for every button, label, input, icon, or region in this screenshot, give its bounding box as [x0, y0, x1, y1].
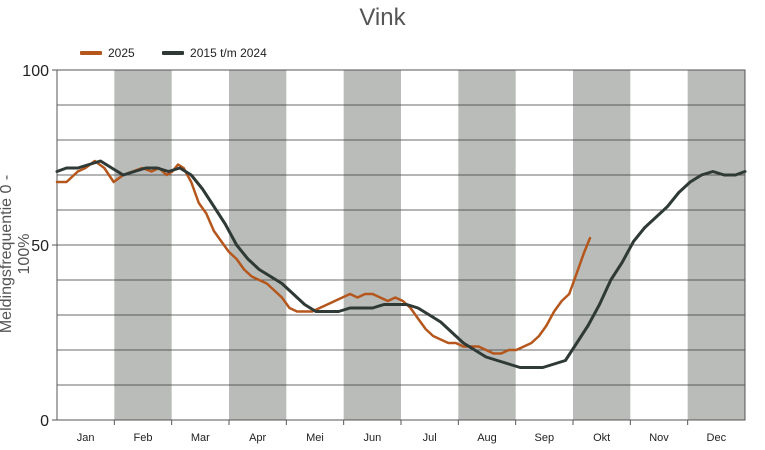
- chart-title: Vink: [359, 4, 406, 31]
- x-tick-label-okt: Okt: [593, 432, 610, 444]
- legend-swatch-2025: [80, 51, 102, 55]
- y-tick-label: 0: [40, 413, 49, 430]
- series-line-2025: [55, 159, 592, 355]
- x-tick-label-apr: Apr: [249, 432, 266, 444]
- x-tick-label-jan: Jan: [77, 432, 95, 444]
- x-tick-label-mei: Mei: [306, 432, 324, 444]
- y-tick-label: 50: [31, 238, 49, 255]
- legend-label-2015-2024: 2015 t/m 2024: [190, 46, 267, 60]
- x-tick-label-sep: Sep: [535, 432, 555, 444]
- x-tick-label-jul: Jul: [423, 432, 437, 444]
- x-tick-label-aug: Aug: [477, 432, 497, 444]
- series-line-2015-2024: [55, 159, 747, 369]
- legend: 2025 2015 t/m 2024: [80, 44, 291, 60]
- x-tick-label-feb: Feb: [134, 432, 153, 444]
- x-tick-label-nov: Nov: [649, 432, 669, 444]
- legend-item-2015-2024[interactable]: 2015 t/m 2024: [162, 46, 267, 60]
- x-tick-label-mar: Mar: [191, 432, 210, 444]
- y-tick-label: 100: [22, 63, 49, 80]
- legend-label-2025: 2025: [108, 46, 135, 60]
- legend-swatch-2015-2024: [162, 51, 185, 55]
- x-tick-label-dec: Dec: [707, 432, 727, 444]
- legend-item-2025[interactable]: 2025: [80, 46, 135, 60]
- x-tick-label-jun: Jun: [363, 432, 381, 444]
